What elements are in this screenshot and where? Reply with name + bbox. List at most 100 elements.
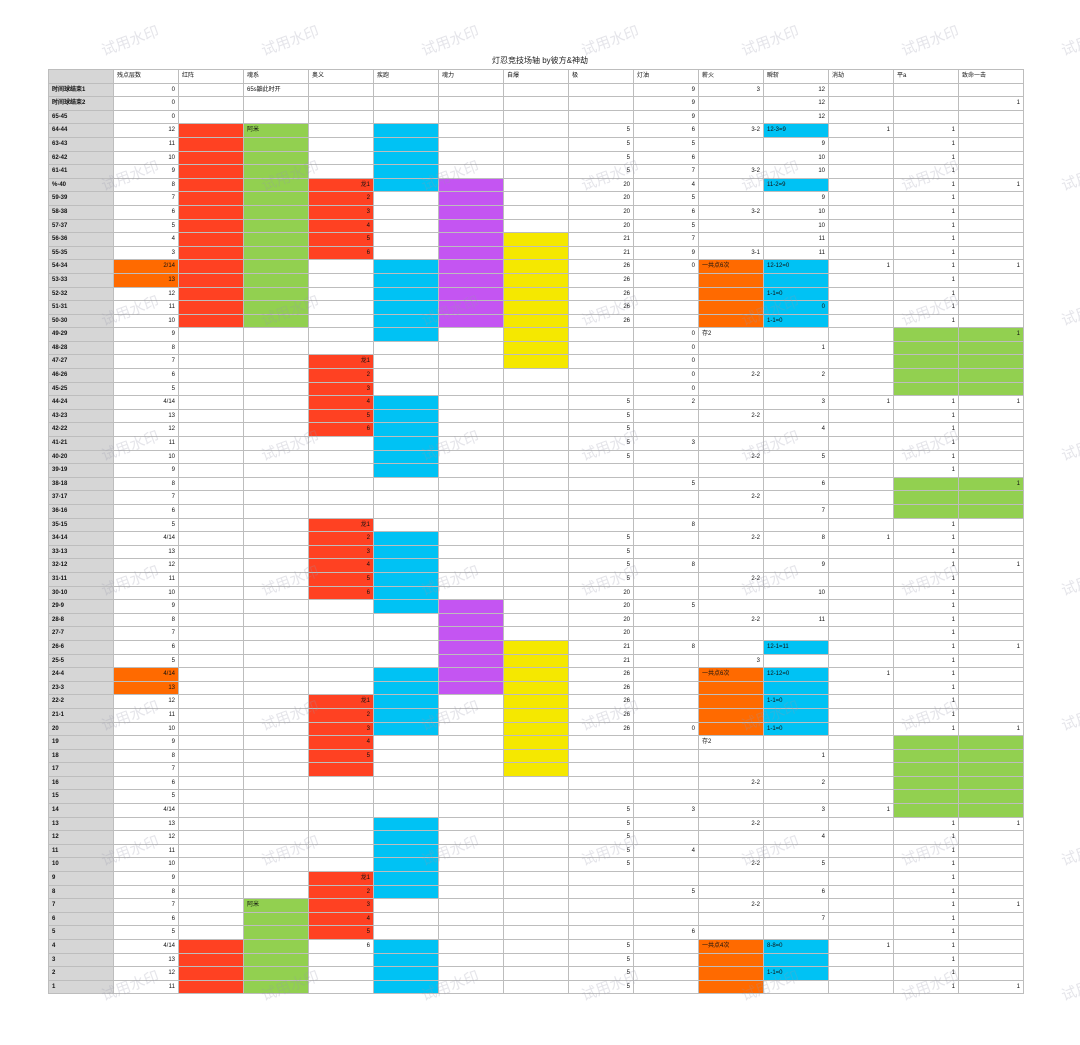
table-cell bbox=[243, 871, 309, 886]
table-cell bbox=[568, 381, 634, 397]
table-cell bbox=[373, 395, 439, 410]
row-label: 22-2 bbox=[48, 694, 114, 709]
row-label: 11 bbox=[48, 843, 114, 859]
table-cell bbox=[763, 599, 829, 614]
table-cell bbox=[503, 735, 569, 750]
table-cell bbox=[633, 300, 699, 315]
table-cell bbox=[243, 476, 309, 492]
table-cell bbox=[503, 599, 569, 614]
table-cell bbox=[503, 109, 569, 125]
table-cell bbox=[828, 232, 894, 247]
table-cell: 1 bbox=[893, 177, 959, 193]
table-cell bbox=[698, 626, 764, 641]
table-cell bbox=[503, 232, 569, 247]
header-row: 残点层数 红阵 魂系 奥义 疾跑 魂力 自爆极灯油 薪火 瞬斩 消劫 平a 致命一击 bbox=[48, 69, 1024, 84]
table-cell: 1 bbox=[893, 286, 959, 302]
table-cell: 7 bbox=[113, 191, 179, 206]
table-cell: 5 bbox=[633, 191, 699, 206]
table-cell: 11 bbox=[763, 612, 829, 628]
table-cell: 8 bbox=[113, 748, 179, 764]
table-cell: 一共点6次 bbox=[698, 259, 764, 274]
table-row: 57-37 5 4 20 5 10 1 bbox=[48, 218, 1024, 234]
table-cell bbox=[178, 612, 244, 628]
table-cell bbox=[828, 871, 894, 886]
table-cell: 12 bbox=[113, 558, 179, 573]
table-cell: 1 bbox=[893, 191, 959, 206]
table-cell: 11 bbox=[763, 232, 829, 247]
table-cell bbox=[438, 748, 504, 764]
table-cell bbox=[633, 449, 699, 465]
table-cell bbox=[568, 463, 634, 478]
table-row: 18 8 5 1 bbox=[48, 748, 1024, 764]
table-cell bbox=[178, 599, 244, 614]
table-cell bbox=[893, 381, 959, 397]
table-cell: 阿米 bbox=[243, 898, 309, 913]
table-cell bbox=[698, 639, 764, 655]
table-cell bbox=[698, 191, 764, 206]
table-cell bbox=[243, 177, 309, 193]
table-cell bbox=[633, 313, 699, 329]
table-cell: 13 bbox=[113, 816, 179, 832]
table-cell: 4 bbox=[763, 830, 829, 845]
table-cell: 1 bbox=[893, 639, 959, 655]
table-cell bbox=[243, 191, 309, 206]
table-cell: 10 bbox=[113, 585, 179, 601]
table-cell: 1 bbox=[828, 531, 894, 546]
table-cell bbox=[503, 884, 569, 900]
table-cell bbox=[308, 150, 374, 166]
table-cell bbox=[178, 857, 244, 873]
table-row: 32-12 12 4 5 8 9 1 1 bbox=[48, 558, 1024, 573]
row-label: 2 bbox=[48, 966, 114, 981]
table-cell bbox=[763, 680, 829, 696]
table-cell: 0 bbox=[633, 327, 699, 342]
table-cell bbox=[178, 381, 244, 397]
table-cell: 21 bbox=[568, 245, 634, 261]
table-cell: 1 bbox=[893, 979, 959, 995]
table-cell: 7 bbox=[763, 911, 829, 927]
table-cell bbox=[828, 422, 894, 438]
table-cell bbox=[438, 843, 504, 859]
table-cell: 5 bbox=[113, 653, 179, 669]
table-cell bbox=[828, 857, 894, 873]
table-cell bbox=[373, 381, 439, 397]
table-cell bbox=[243, 164, 309, 179]
table-cell bbox=[698, 843, 764, 859]
table-cell bbox=[243, 558, 309, 573]
table-cell bbox=[503, 490, 569, 505]
table-cell bbox=[373, 368, 439, 383]
table-cell bbox=[243, 109, 309, 125]
row-label: 23-3 bbox=[48, 680, 114, 696]
table-row: 45-25 5 3 0 bbox=[48, 381, 1024, 397]
table-cell bbox=[828, 504, 894, 519]
table-cell: 7 bbox=[763, 504, 829, 519]
table-cell: 4/14 bbox=[113, 939, 179, 954]
table-cell: 3 bbox=[698, 653, 764, 669]
table-cell bbox=[438, 667, 504, 682]
table-cell bbox=[633, 490, 699, 505]
table-cell: 1 bbox=[958, 259, 1024, 274]
table-cell bbox=[438, 191, 504, 206]
table-cell bbox=[828, 272, 894, 288]
table-cell: 5 bbox=[113, 517, 179, 533]
table-cell bbox=[503, 544, 569, 560]
table-cell bbox=[958, 109, 1024, 125]
table-cell bbox=[308, 340, 374, 356]
table-cell bbox=[178, 436, 244, 451]
table-cell bbox=[308, 490, 374, 505]
table-cell: 5 bbox=[113, 218, 179, 234]
table-cell bbox=[763, 952, 829, 968]
row-label: 6 bbox=[48, 911, 114, 927]
row-label: 39-19 bbox=[48, 463, 114, 478]
table-cell bbox=[958, 463, 1024, 478]
table-row: 40-20 10 5 2-2 5 1 bbox=[48, 449, 1024, 465]
table-cell: 3-2 bbox=[698, 204, 764, 220]
table-cell: 5 bbox=[568, 544, 634, 560]
table-cell: 4 bbox=[633, 843, 699, 859]
table-cell: 1 bbox=[828, 395, 894, 410]
table-cell bbox=[243, 721, 309, 737]
table-cell bbox=[243, 612, 309, 628]
table-cell bbox=[828, 707, 894, 723]
table-cell bbox=[373, 204, 439, 220]
table-cell bbox=[698, 463, 764, 478]
table-row: 48-28 8 0 1 bbox=[48, 340, 1024, 356]
